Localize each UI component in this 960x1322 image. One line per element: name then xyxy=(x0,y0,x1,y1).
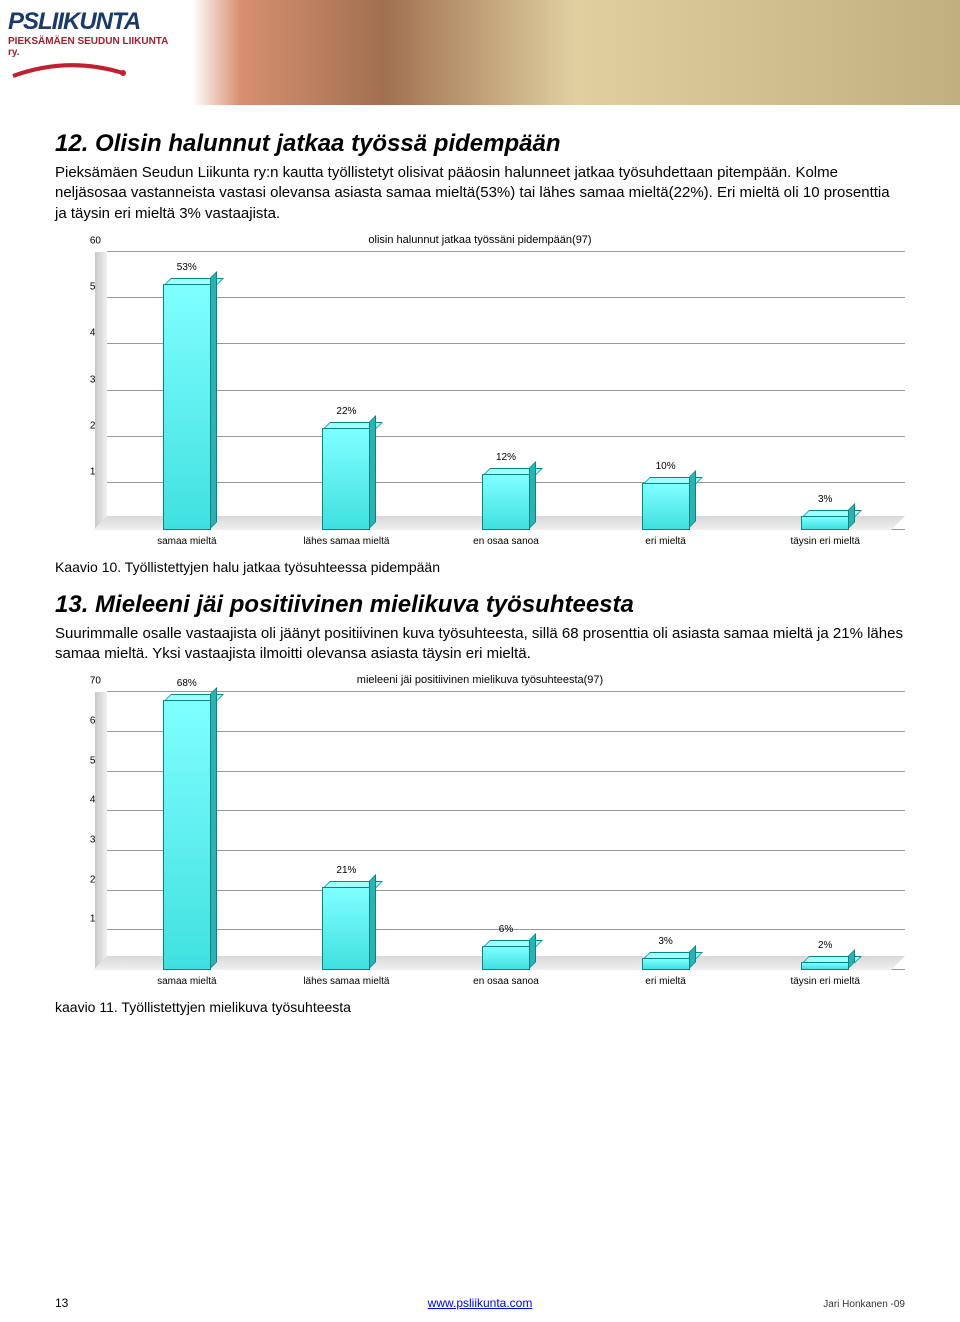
x-label: täysin eri mieltä xyxy=(745,972,905,992)
bar-value-label: 22% xyxy=(336,406,356,417)
bar-slot: 68% xyxy=(107,692,267,970)
bar-side xyxy=(848,503,855,529)
footer-credit: Jari Honkanen -09 xyxy=(823,1299,905,1310)
section2-body: Suurimmalle osalle vastaajista oli jääny… xyxy=(55,624,905,665)
bar-side xyxy=(369,874,376,969)
bar: 21% xyxy=(322,887,370,970)
bar-front xyxy=(163,700,211,970)
logo-main-text: PSLIIKUNTA xyxy=(8,8,178,36)
bar-slot: 3% xyxy=(586,692,746,970)
bar-side xyxy=(210,271,217,529)
plot-area: 53% 22% 12% 10% 3% xyxy=(107,252,905,530)
bar-value-label: 3% xyxy=(658,936,672,947)
page-footer: 13 www.psliikunta.com Jari Honkanen -09 xyxy=(55,1296,905,1310)
bar-side xyxy=(689,945,696,969)
bar-front xyxy=(322,428,370,530)
plot-area: 68% 21% 6% 3% 2% xyxy=(107,692,905,970)
bar-side xyxy=(848,949,855,969)
chart2-area: 01020304050607068%21%6%3%2%samaa mieltäl… xyxy=(75,692,905,992)
section1-body: Pieksämäen Seudun Liikunta ry:n kautta t… xyxy=(55,163,905,224)
bar-value-label: 21% xyxy=(336,865,356,876)
bar: 10% xyxy=(642,483,690,529)
bar: 53% xyxy=(163,284,211,530)
bar-slot: 22% xyxy=(267,252,427,530)
bar-value-label: 3% xyxy=(818,494,832,505)
chart2: mieleeni jäi positiivinen mielikuva työs… xyxy=(55,674,905,992)
logo-sub-text: PIEKSÄMÄEN SEUDUN LIIKUNTA ry. xyxy=(8,36,178,58)
x-label: eri mieltä xyxy=(586,972,746,992)
x-label: samaa mieltä xyxy=(107,532,267,552)
bar-front xyxy=(163,284,211,530)
header-banner: PSLIIKUNTA PIEKSÄMÄEN SEUDUN LIIKUNTA ry… xyxy=(0,0,960,105)
x-label: en osaa sanoa xyxy=(426,972,586,992)
footer-url: www.psliikunta.com xyxy=(428,1296,533,1310)
bar-value-label: 6% xyxy=(499,924,513,935)
bar-slot: 6% xyxy=(426,692,586,970)
logo-swoosh-icon xyxy=(8,61,128,81)
x-label: täysin eri mieltä xyxy=(745,532,905,552)
chart2-caption: kaavio 11. Työllistettyjen mielikuva työ… xyxy=(55,998,905,1017)
bar-value-label: 10% xyxy=(656,461,676,472)
x-axis-labels: samaa mieltälähes samaa mieltäen osaa sa… xyxy=(107,972,905,992)
bar-front xyxy=(322,887,370,970)
y-tick: 70 xyxy=(90,676,101,687)
bar-side xyxy=(210,687,217,969)
bar-front xyxy=(801,516,849,530)
x-label: samaa mieltä xyxy=(107,972,267,992)
bar-front xyxy=(801,962,849,970)
bar-front xyxy=(482,946,530,970)
section1-heading: 12. Olisin halunnut jatkaa työssä pidemp… xyxy=(55,130,905,158)
bar-slot: 53% xyxy=(107,252,267,530)
bar-front xyxy=(642,958,690,970)
bar-value-label: 2% xyxy=(818,940,832,951)
y-tick: 60 xyxy=(90,235,101,246)
chart-sidewall xyxy=(95,252,107,530)
bar-side xyxy=(529,933,536,969)
bars-row: 68% 21% 6% 3% 2% xyxy=(107,692,905,970)
bar-side xyxy=(529,461,536,529)
bar-slot: 21% xyxy=(267,692,427,970)
bar-front xyxy=(482,474,530,530)
bar: 6% xyxy=(482,946,530,970)
section2-heading: 13. Mieleeni jäi positiivinen mielikuva … xyxy=(55,591,905,619)
bar-slot: 3% xyxy=(745,252,905,530)
logo: PSLIIKUNTA PIEKSÄMÄEN SEUDUN LIIKUNTA ry… xyxy=(8,8,178,98)
bar-value-label: 12% xyxy=(496,452,516,463)
bar: 2% xyxy=(801,962,849,970)
bar-slot: 2% xyxy=(745,692,905,970)
page-number: 13 xyxy=(55,1296,68,1310)
x-axis-labels: samaa mieltälähes samaa mieltäen osaa sa… xyxy=(107,532,905,552)
chart1: olisin halunnut jatkaa työssäni pidempää… xyxy=(55,234,905,552)
chart1-title: olisin halunnut jatkaa työssäni pidempää… xyxy=(55,234,905,246)
bar-slot: 12% xyxy=(426,252,586,530)
bar: 3% xyxy=(801,516,849,530)
x-label: lähes samaa mieltä xyxy=(267,532,427,552)
bar: 3% xyxy=(642,958,690,970)
x-label: eri mieltä xyxy=(586,532,746,552)
chart1-caption: Kaavio 10. Työllistettyjen halu jatkaa t… xyxy=(55,558,905,577)
bars-row: 53% 22% 12% 10% 3% xyxy=(107,252,905,530)
bar: 22% xyxy=(322,428,370,530)
page-content: 12. Olisin halunnut jatkaa työssä pidemp… xyxy=(0,105,960,1017)
bar-side xyxy=(369,415,376,529)
x-label: lähes samaa mieltä xyxy=(267,972,427,992)
bar-slot: 10% xyxy=(586,252,746,530)
chart-sidewall xyxy=(95,692,107,970)
bar: 68% xyxy=(163,700,211,970)
chart1-area: 010203040506053%22%12%10%3%samaa mieltäl… xyxy=(75,252,905,552)
bar-value-label: 68% xyxy=(177,678,197,689)
bar-value-label: 53% xyxy=(177,262,197,273)
bar-front xyxy=(642,483,690,529)
x-label: en osaa sanoa xyxy=(426,532,586,552)
bar-side xyxy=(689,470,696,528)
bar: 12% xyxy=(482,474,530,530)
